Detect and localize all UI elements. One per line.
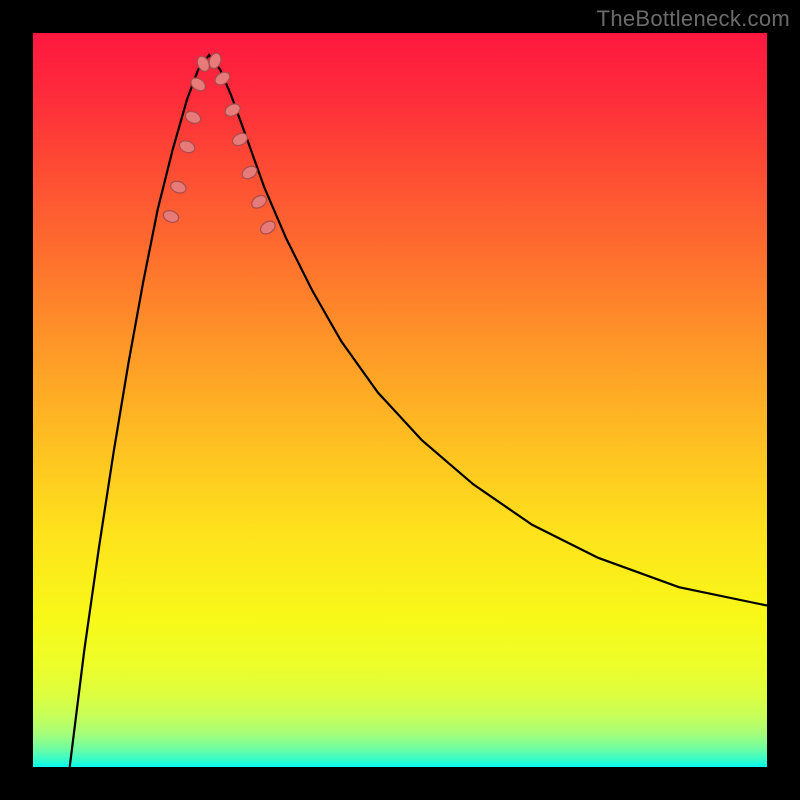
- chart-container: TheBottleneck.com: [0, 0, 800, 800]
- gradient-background: [33, 33, 767, 767]
- plot-area: [0, 0, 800, 800]
- bottleneck-chart-svg: [0, 0, 800, 800]
- watermark-label: TheBottleneck.com: [597, 6, 790, 32]
